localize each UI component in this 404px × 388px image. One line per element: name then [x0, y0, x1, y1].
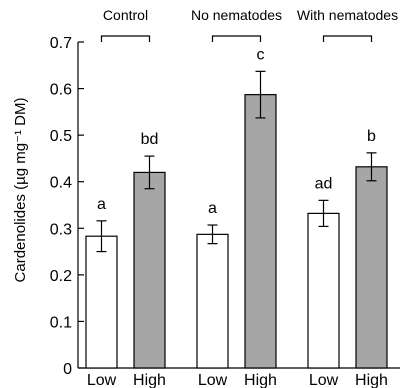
- group-bracket: [322, 35, 373, 42]
- bar: [355, 166, 388, 369]
- y-axis-label: Cardenolides (µg mg⁻¹ DM): [12, 98, 29, 283]
- bar: [196, 233, 229, 369]
- category-label: Low: [198, 372, 228, 388]
- category-label: High: [355, 372, 388, 388]
- group-label: With nematodes: [297, 7, 398, 23]
- y-tick-label: 0.3: [50, 221, 72, 238]
- y-tick-label: 0.4: [50, 175, 72, 192]
- y-tick-label: 0.1: [50, 314, 72, 331]
- category-label: Low: [87, 372, 117, 388]
- bar: [85, 235, 118, 369]
- y-tick-label: 0.7: [50, 35, 72, 52]
- group-label: No nematodes: [191, 7, 282, 23]
- y-tick-label: 0.6: [50, 82, 72, 99]
- y-tick-label: 0.5: [50, 128, 72, 145]
- bar: [133, 171, 166, 369]
- significance-label: bd: [141, 131, 159, 148]
- significance-label: ad: [315, 175, 333, 192]
- bar: [244, 94, 277, 369]
- category-label: Low: [309, 372, 339, 388]
- y-tick-label: 0: [63, 361, 72, 378]
- category-label: High: [133, 372, 166, 388]
- group-bracket: [100, 35, 151, 42]
- y-tick-label: 0.2: [50, 268, 72, 285]
- significance-label: c: [257, 46, 265, 63]
- significance-label: a: [97, 196, 106, 213]
- significance-label: a: [208, 200, 217, 217]
- significance-label: b: [367, 128, 376, 145]
- category-label: High: [244, 372, 277, 388]
- bar: [307, 212, 340, 369]
- group-bracket: [211, 35, 262, 42]
- group-label: Control: [103, 7, 148, 23]
